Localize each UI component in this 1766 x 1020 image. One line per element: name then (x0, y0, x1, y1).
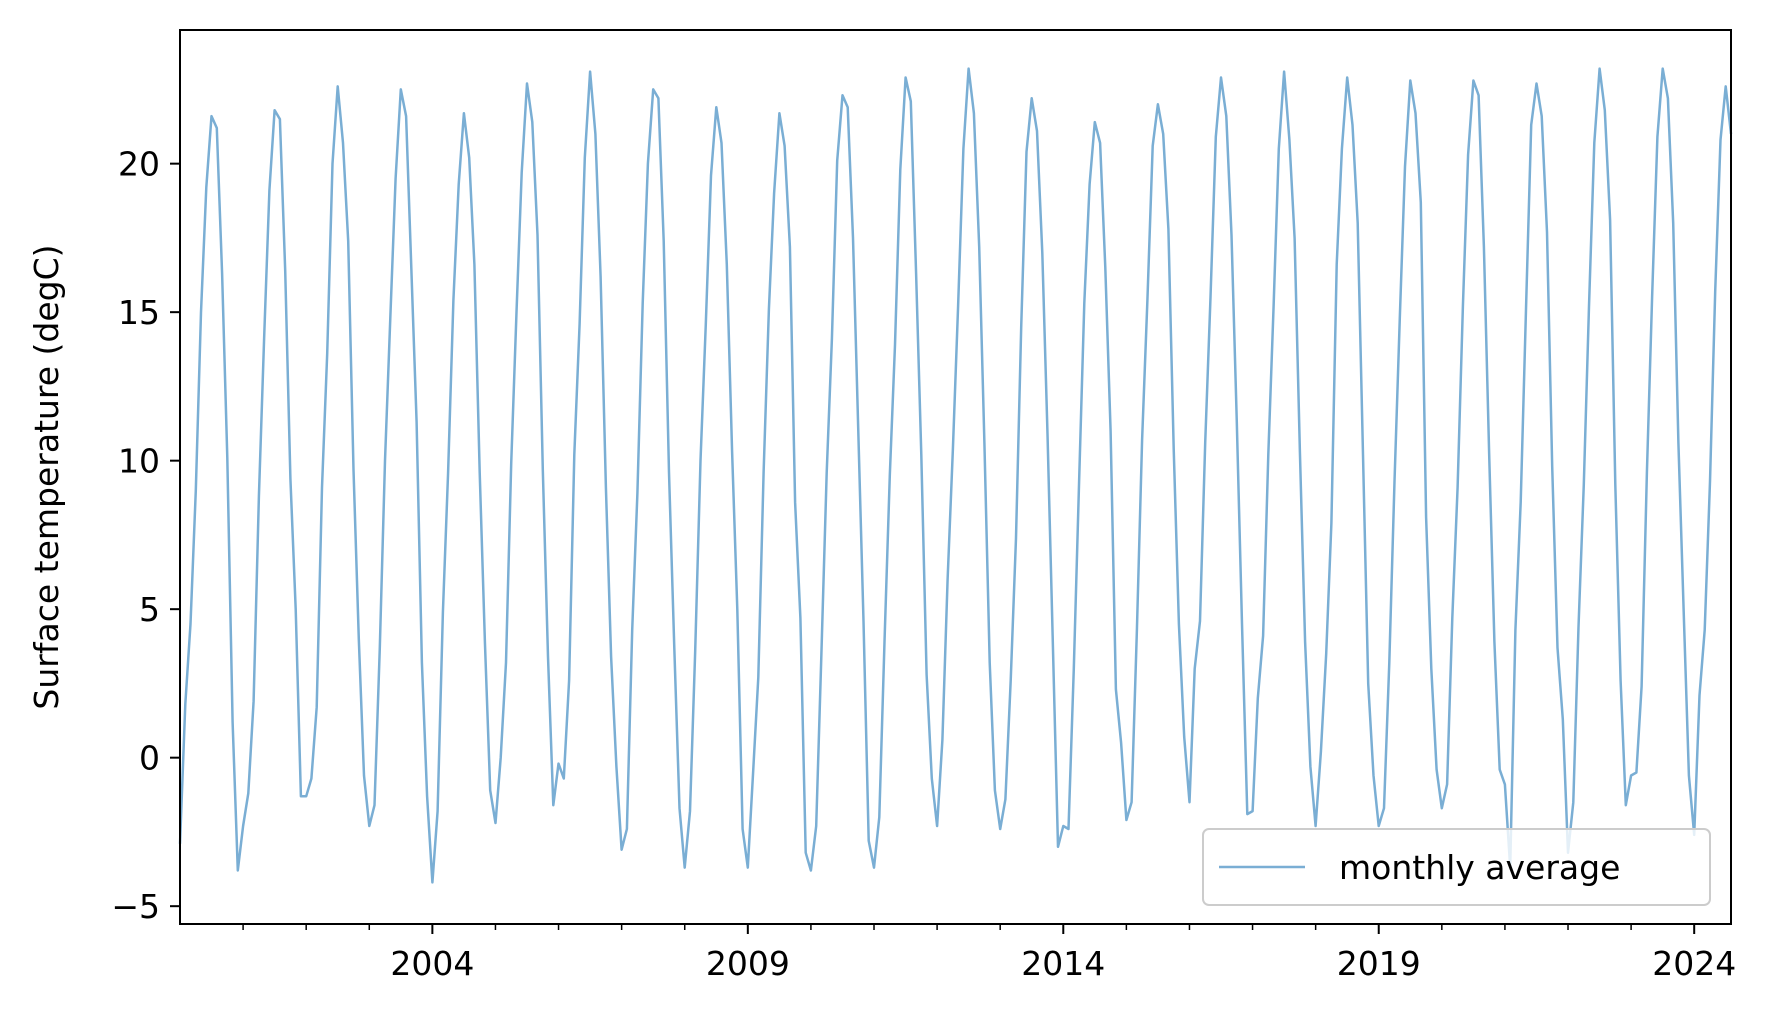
y-axis: −5 0 5 10 15 20 (111, 145, 180, 926)
y-tick-label: −5 (111, 887, 160, 926)
y-tick-label: 20 (118, 145, 160, 184)
y-tick-label: 0 (139, 739, 160, 778)
x-tick-label: 2024 (1652, 944, 1736, 983)
y-tick-label: 10 (118, 442, 160, 481)
legend-label: monthly average (1339, 848, 1620, 887)
y-axis-label: Surface temperature (degC) (27, 244, 66, 709)
x-tick-label: 2014 (1021, 944, 1105, 983)
y-tick-label: 15 (118, 293, 160, 332)
x-tick-label: 2019 (1337, 944, 1421, 983)
x-tick-label: 2009 (706, 944, 790, 983)
series-line-monthly-average (178, 67, 1733, 884)
legend: monthly average (1202, 828, 1711, 906)
plot-area (178, 67, 1733, 884)
x-axis: 2004 2009 2014 2019 2024 (242, 924, 1736, 983)
x-tick-label: 2004 (390, 944, 474, 983)
plot-frame (179, 29, 1732, 925)
y-tick-label: 5 (139, 590, 160, 629)
legend-box (1202, 828, 1711, 906)
